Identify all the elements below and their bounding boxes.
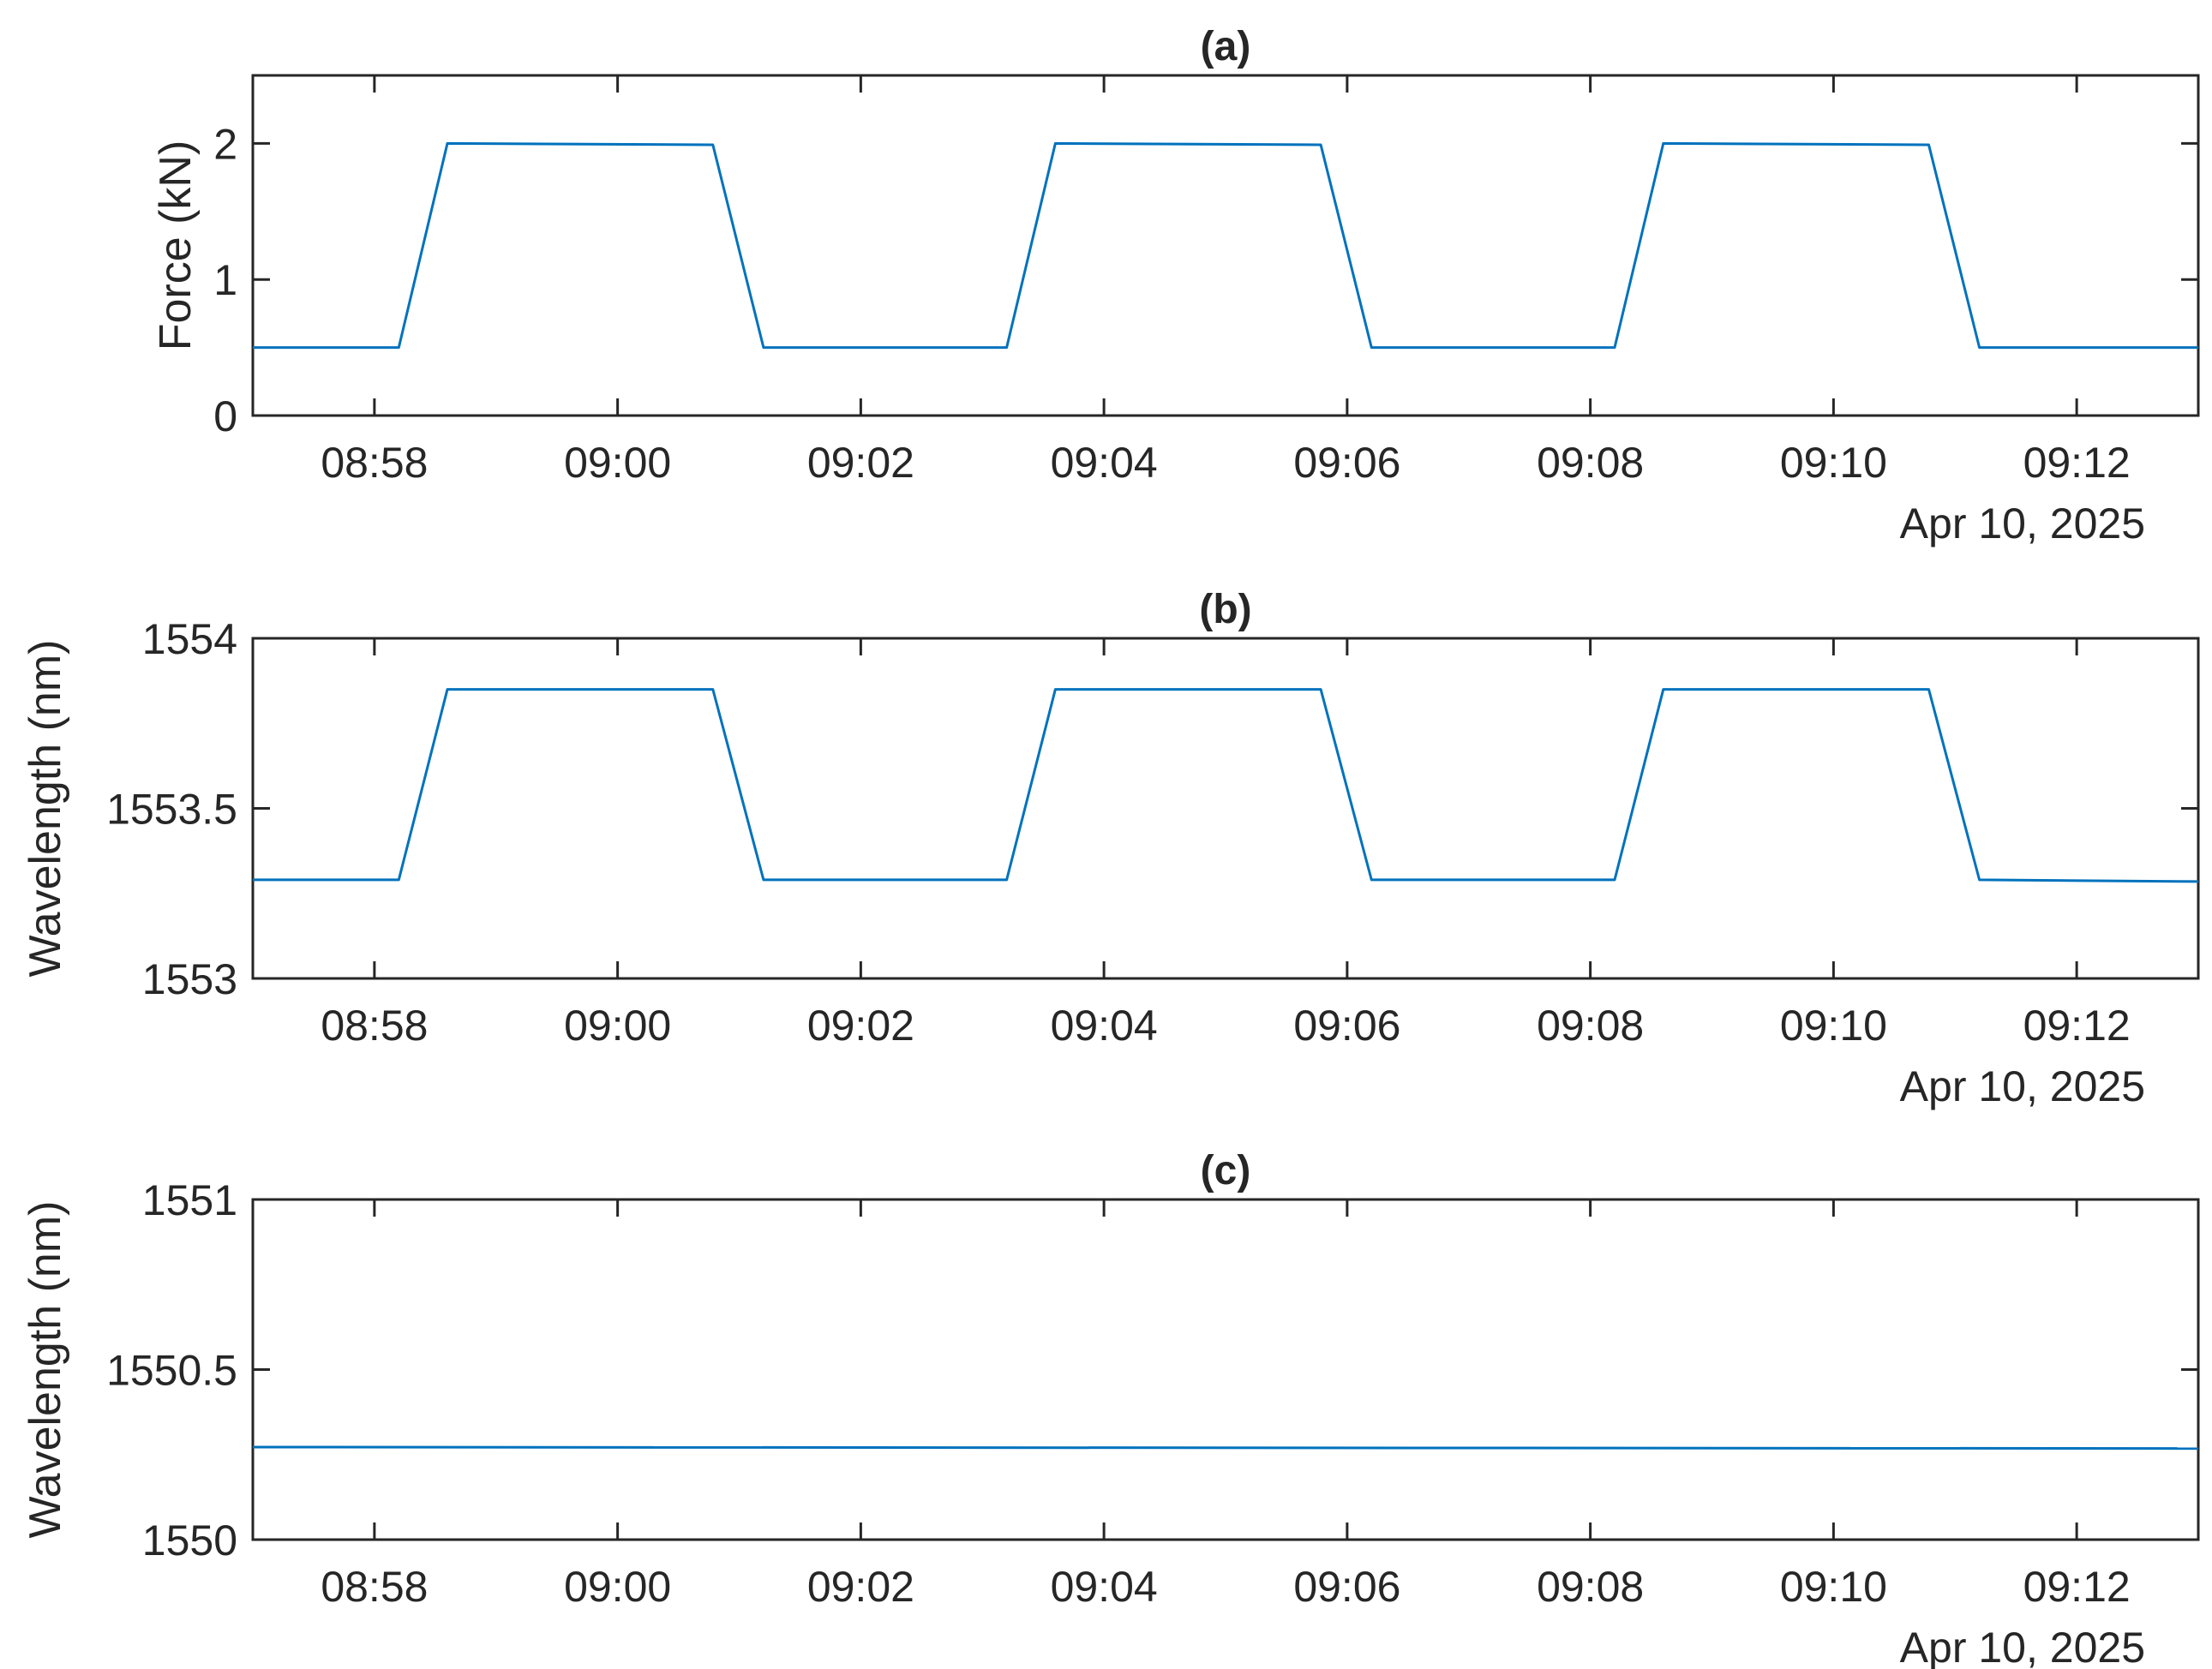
x-tick-label: 08:58: [321, 1002, 428, 1050]
x-tick-label: 09:00: [564, 439, 671, 487]
panel-title: (c): [1201, 1148, 1251, 1193]
y-axis-label: Wavelength (nm): [21, 1201, 70, 1539]
series-line-0: [252, 1445, 2199, 1451]
panel-title: (a): [1201, 24, 1251, 69]
axes-box: [251, 74, 2200, 417]
x-tick-label: 09:00: [564, 1002, 671, 1050]
y-tick-label: 1: [213, 256, 237, 304]
panel-1: 08:58 09:00 09:02 09:04 09:06 09:08 09:10 09:12…: [21, 587, 2200, 1110]
x-tick-label: 09:06: [1293, 1563, 1400, 1611]
x-tick-label: 09:04: [1051, 1563, 1158, 1611]
y-axis-label: Force (kN): [151, 141, 201, 351]
x-tick-label: 09:02: [807, 1563, 914, 1611]
x-tick-label: 09:08: [1537, 1563, 1644, 1611]
x-tick-label: 09:10: [1780, 439, 1887, 487]
x-tick-label: 09:10: [1780, 1563, 1887, 1611]
date-label: Apr 10, 2025: [1900, 500, 2145, 547]
y-tick-label: 1554: [142, 615, 237, 663]
x-tick-label: 09:08: [1537, 439, 1644, 487]
x-tick-label: 09:04: [1051, 1002, 1158, 1050]
date-label: Apr 10, 2025: [1900, 1062, 2145, 1110]
x-tick-label: 08:58: [321, 439, 428, 487]
series-line-0: [253, 141, 2198, 350]
date-label: Apr 10, 2025: [1900, 1624, 2145, 1669]
y-tick-label: 0: [213, 392, 237, 440]
series-line-0: [253, 688, 2199, 883]
y-tick-label: 1551: [142, 1176, 237, 1224]
panel-title: (b): [1199, 587, 1251, 632]
x-tick-label: 09:06: [1293, 439, 1400, 487]
x-tick-label: 09:08: [1537, 1002, 1644, 1050]
y-tick-label: 1553: [142, 955, 237, 1003]
x-tick-label: 09:12: [2023, 1563, 2131, 1611]
y-tick-label: 1550.5: [106, 1347, 237, 1395]
panel-0: 08:58 09:00 09:02 09:04 09:06 09:08 09:10 09:12…: [151, 24, 2200, 547]
x-tick-label: 09:12: [2023, 439, 2131, 487]
y-axis-label: Wavelength (nm): [21, 640, 70, 978]
x-tick-label: 09:02: [807, 1002, 914, 1050]
x-tick-label: 09:02: [807, 439, 914, 487]
x-tick-label: 09:12: [2023, 1002, 2131, 1050]
x-tick-label: 09:10: [1780, 1002, 1887, 1050]
x-tick-label: 09:00: [564, 1563, 671, 1611]
y-tick-label: 1550: [142, 1516, 237, 1564]
x-tick-label: 09:06: [1293, 1002, 1400, 1050]
panel-2: 08:58 09:00 09:02 09:04 09:06 09:08 09:10 09:12…: [21, 1148, 2200, 1669]
y-tick-label: 2: [213, 120, 237, 168]
axes-box: [251, 1198, 2200, 1541]
x-tick-label: 08:58: [321, 1563, 428, 1611]
y-tick-label: 1553.5: [106, 786, 237, 834]
x-tick-label: 09:04: [1051, 439, 1158, 487]
